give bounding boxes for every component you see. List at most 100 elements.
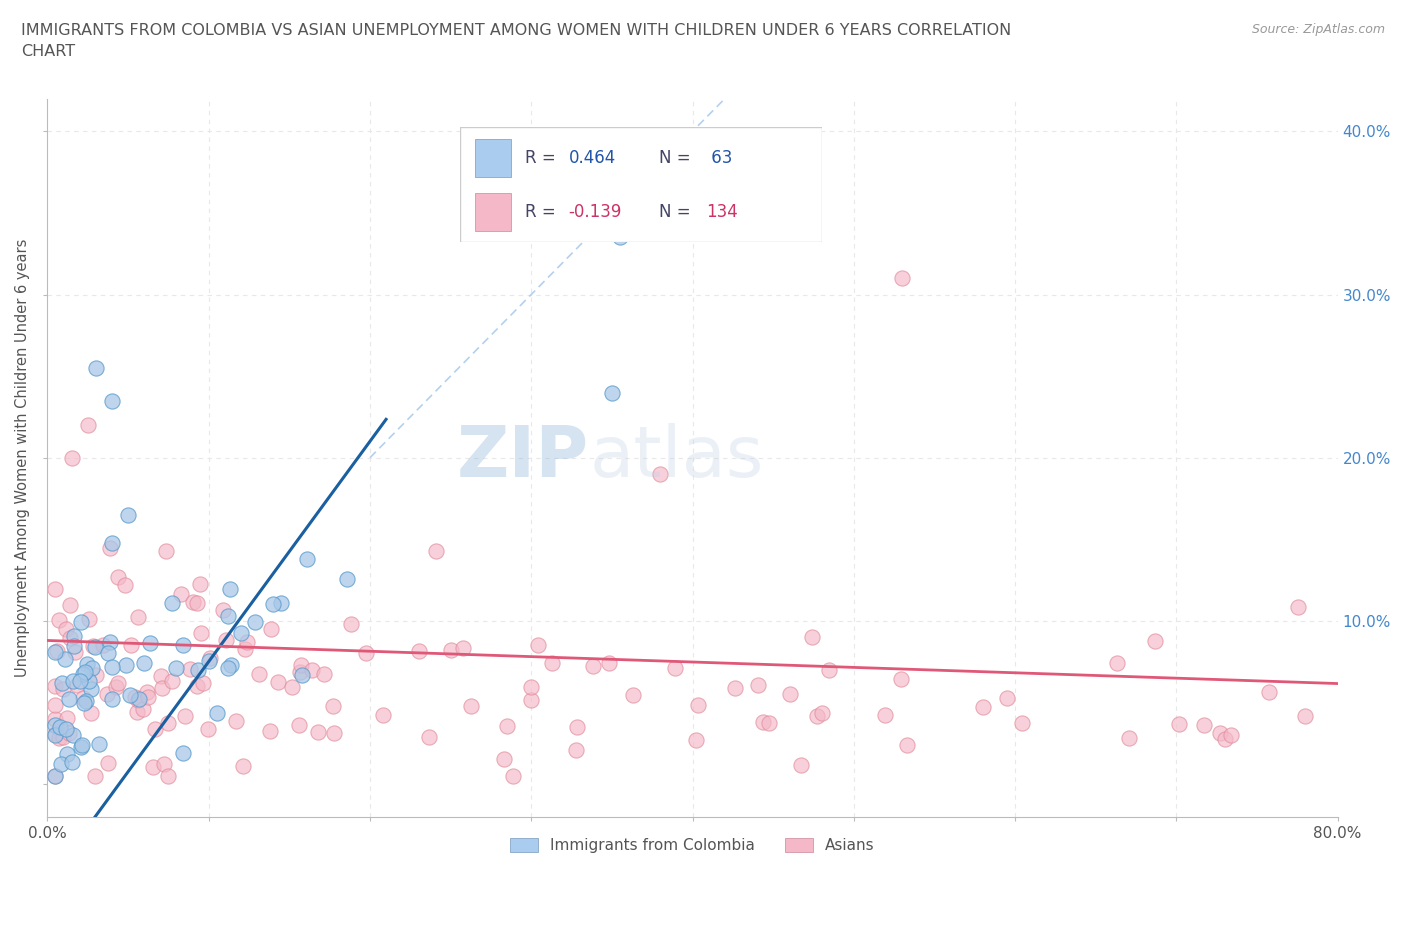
Point bbox=[724, 680, 747, 695]
Point bbox=[127, 693, 149, 708]
Point bbox=[425, 543, 447, 558]
Point bbox=[972, 700, 994, 715]
Point bbox=[217, 660, 239, 675]
Point bbox=[758, 715, 780, 730]
Point bbox=[451, 641, 474, 656]
Point bbox=[132, 701, 155, 716]
Point bbox=[801, 630, 824, 644]
Point bbox=[97, 645, 120, 660]
Point bbox=[165, 660, 187, 675]
Point bbox=[219, 581, 242, 596]
Point bbox=[60, 754, 83, 769]
Point bbox=[270, 595, 292, 610]
Point bbox=[157, 768, 180, 783]
Point bbox=[288, 664, 311, 679]
Point bbox=[354, 645, 377, 660]
Y-axis label: Unemployment Among Women with Children Under 6 years: Unemployment Among Women with Children U… bbox=[15, 238, 30, 677]
Point bbox=[187, 662, 209, 677]
Point bbox=[664, 660, 686, 675]
Point bbox=[62, 638, 84, 653]
Point bbox=[107, 676, 129, 691]
Point bbox=[197, 654, 219, 669]
Point bbox=[59, 631, 82, 645]
Point bbox=[301, 663, 323, 678]
Point bbox=[995, 691, 1018, 706]
Point bbox=[243, 615, 266, 630]
Point bbox=[72, 691, 94, 706]
Point bbox=[63, 644, 86, 659]
Point bbox=[124, 690, 146, 705]
Point bbox=[519, 692, 541, 707]
Point bbox=[89, 737, 111, 751]
Point bbox=[609, 230, 631, 245]
Point bbox=[70, 739, 93, 754]
Point bbox=[752, 715, 775, 730]
Point bbox=[186, 679, 208, 694]
Point bbox=[790, 757, 813, 772]
Point bbox=[205, 706, 228, 721]
Point bbox=[160, 595, 183, 610]
Point bbox=[747, 678, 769, 693]
Point bbox=[1194, 718, 1216, 733]
Point bbox=[1294, 709, 1316, 724]
Point bbox=[73, 696, 96, 711]
Point bbox=[1220, 727, 1243, 742]
Point bbox=[114, 578, 136, 592]
Point bbox=[160, 673, 183, 688]
Point bbox=[84, 668, 107, 683]
Point bbox=[79, 705, 101, 720]
Point bbox=[567, 720, 589, 735]
Point bbox=[118, 688, 141, 703]
Point bbox=[150, 680, 173, 695]
Point bbox=[685, 733, 707, 748]
Point bbox=[155, 543, 177, 558]
Point bbox=[172, 746, 194, 761]
Point bbox=[217, 608, 239, 623]
Point bbox=[172, 638, 194, 653]
Point bbox=[44, 768, 66, 783]
Point bbox=[440, 643, 463, 658]
Point bbox=[418, 729, 440, 744]
Point bbox=[91, 637, 114, 652]
Point bbox=[170, 587, 193, 602]
Point bbox=[60, 450, 83, 465]
Point bbox=[873, 708, 896, 723]
Point bbox=[72, 667, 94, 682]
Point bbox=[291, 668, 314, 683]
Point bbox=[288, 718, 311, 733]
Point bbox=[582, 658, 605, 673]
Point bbox=[890, 671, 912, 686]
Point bbox=[896, 738, 918, 753]
Point bbox=[650, 467, 672, 482]
Point bbox=[229, 625, 252, 640]
Point bbox=[52, 730, 75, 745]
Text: ZIP: ZIP bbox=[457, 423, 589, 492]
Point bbox=[84, 361, 107, 376]
Point bbox=[142, 760, 165, 775]
Point bbox=[259, 724, 281, 738]
Point bbox=[688, 698, 710, 713]
Point bbox=[44, 717, 66, 732]
Point bbox=[496, 718, 519, 733]
Point bbox=[1213, 732, 1236, 747]
Point bbox=[336, 572, 359, 587]
Point bbox=[312, 666, 335, 681]
Point bbox=[1257, 684, 1279, 699]
Point bbox=[810, 706, 832, 721]
Point bbox=[69, 673, 91, 688]
Point bbox=[55, 621, 77, 636]
Point bbox=[100, 692, 122, 707]
Point bbox=[75, 664, 97, 679]
Point bbox=[247, 667, 270, 682]
Point bbox=[806, 709, 828, 724]
Point bbox=[44, 726, 66, 741]
Point bbox=[297, 551, 319, 566]
Point bbox=[262, 596, 284, 611]
Point bbox=[198, 650, 221, 665]
Point bbox=[63, 628, 86, 643]
Point bbox=[101, 535, 124, 550]
Point bbox=[143, 721, 166, 736]
Point bbox=[105, 680, 128, 695]
Point bbox=[114, 658, 136, 672]
Point bbox=[520, 679, 543, 694]
